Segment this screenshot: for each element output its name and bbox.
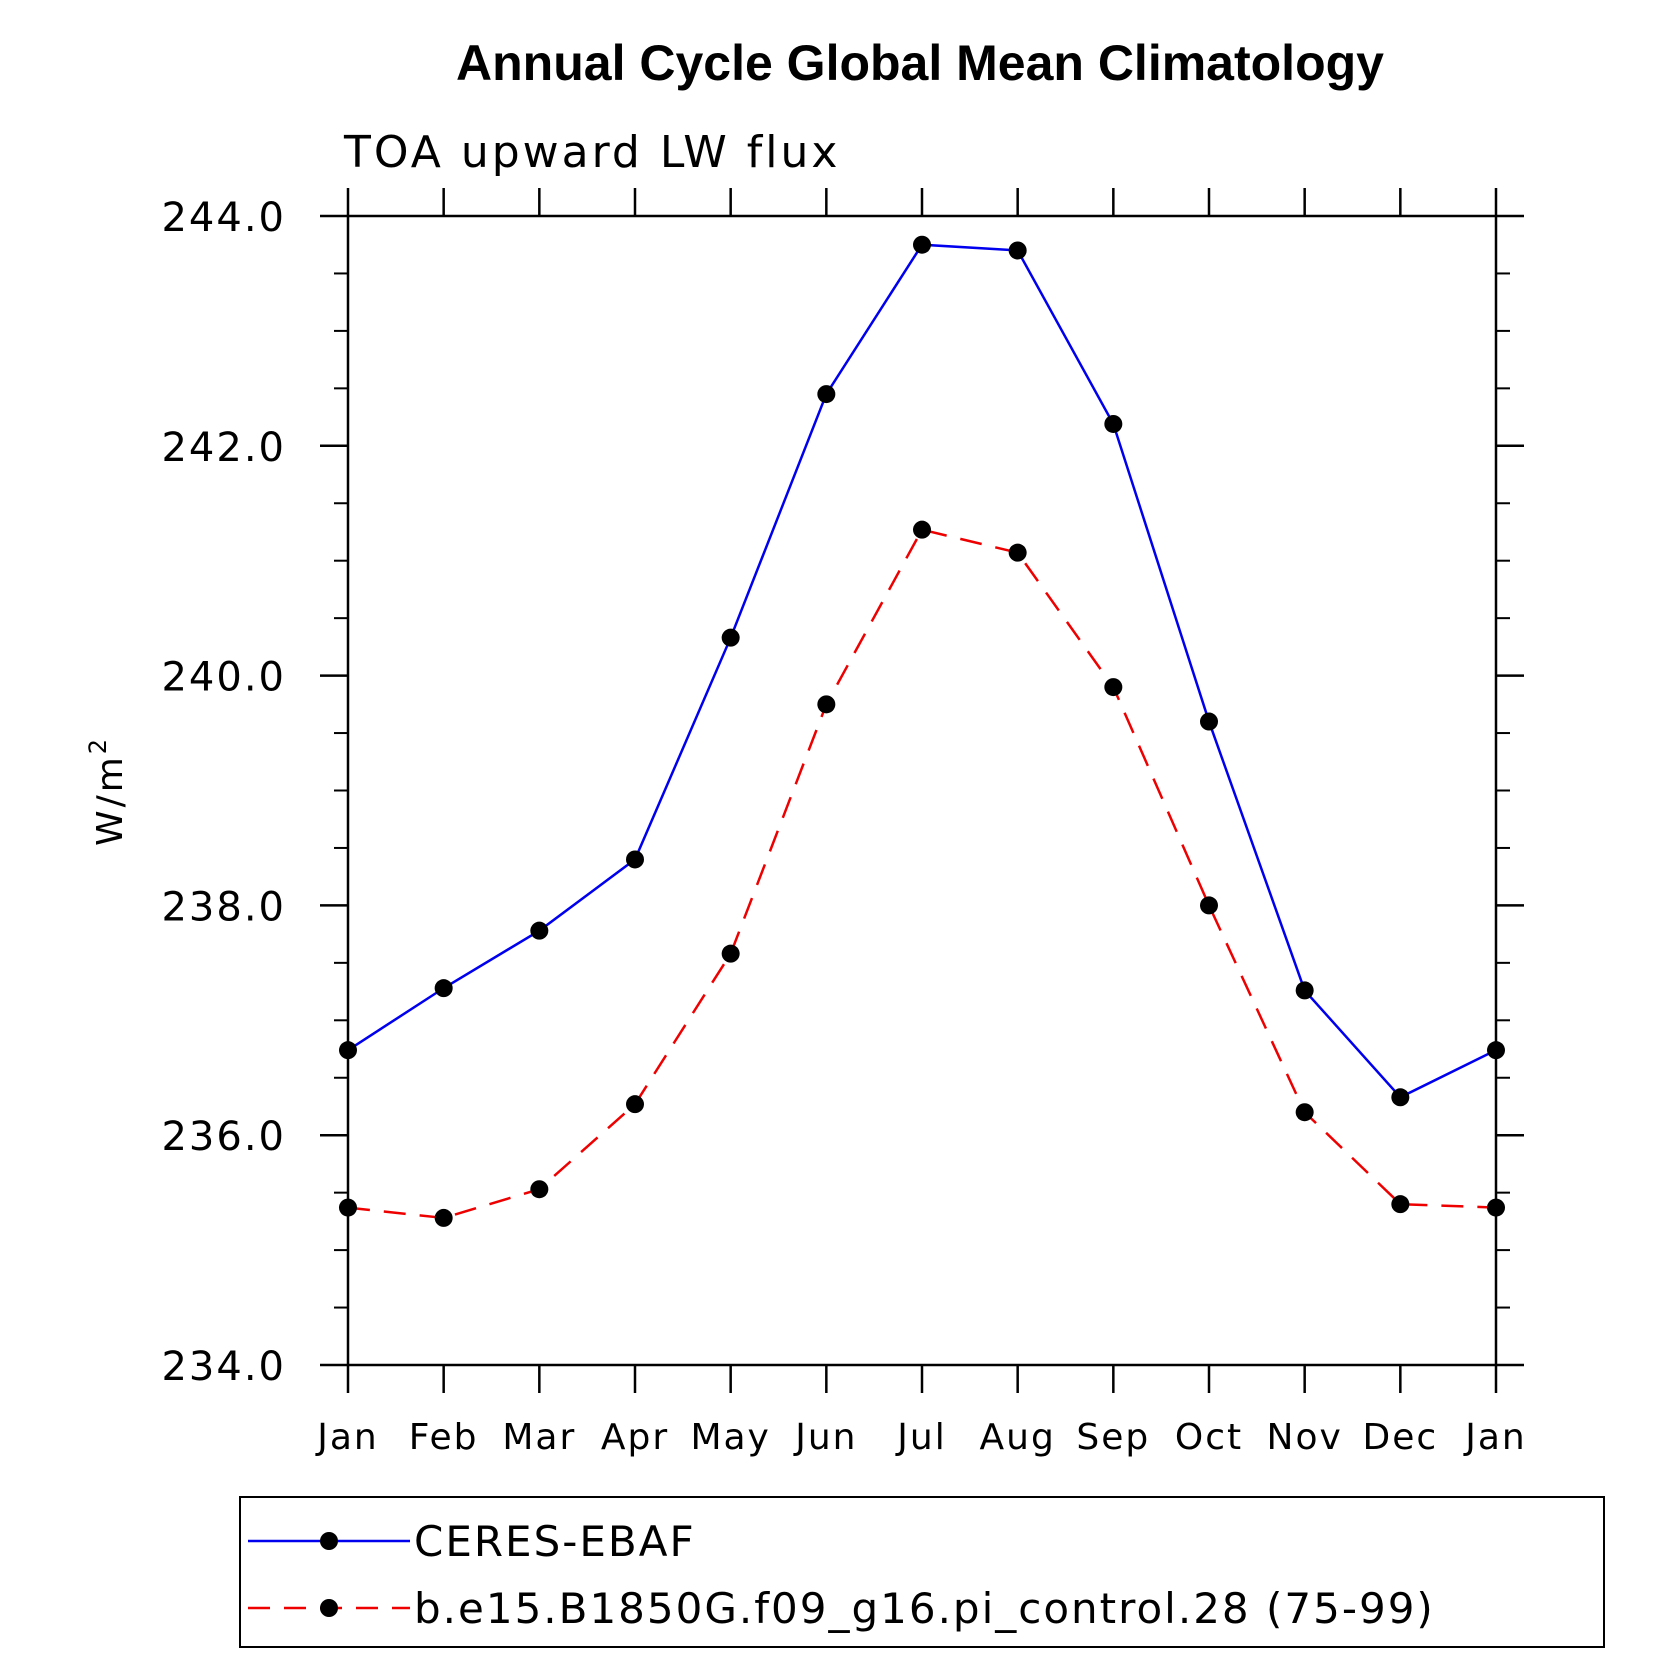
- series-1-point: [434, 1208, 453, 1227]
- series-1-point: [1391, 1195, 1410, 1214]
- chart-title: Annual Cycle Global Mean Climatology: [456, 35, 1384, 91]
- series-line-1: [347, 528, 1497, 1220]
- y-axis-label-text: W/m: [90, 754, 131, 846]
- series-0-point: [434, 979, 453, 998]
- y-tick-label: 234.0: [161, 1344, 286, 1390]
- y-axis-label-superscript: 2: [84, 736, 112, 754]
- legend: CERES-EBAF b.e15.B1850G.f09_g16.pi_contr…: [239, 1496, 1605, 1648]
- series-1-point: [626, 1095, 644, 1114]
- y-tick-label: 244.0: [161, 195, 286, 241]
- legend-label-model: b.e15.B1850G.f09_g16.pi_control.28 (75-9…: [414, 1584, 1435, 1633]
- series-0-point: [913, 235, 931, 254]
- x-tick-label: Sep: [1076, 1417, 1150, 1458]
- series-1-point: [530, 1180, 549, 1199]
- x-tick-label: Jan: [315, 1417, 379, 1458]
- series-0-point: [721, 628, 740, 647]
- x-tick-label: Jul: [895, 1417, 946, 1458]
- series-1-point: [913, 520, 931, 539]
- series-1-point: [1008, 543, 1027, 562]
- y-axis-label: W/m2: [84, 736, 131, 846]
- series-line-0: [347, 243, 1497, 1099]
- x-tick-label: Aug: [980, 1417, 1056, 1458]
- series-0-point: [1008, 241, 1027, 260]
- series-1-point: [1295, 1103, 1314, 1122]
- y-tick-label: 236.0: [161, 1114, 286, 1160]
- x-tick-label: Apr: [601, 1417, 669, 1458]
- series-0-point: [1391, 1088, 1410, 1107]
- series-0-point: [1295, 981, 1314, 1000]
- x-tick-label: Dec: [1362, 1417, 1438, 1458]
- x-tick-label: Oct: [1175, 1417, 1243, 1458]
- axes: Jan Feb Mar Apr May Jun Jul Aug Sep Oct Nov Dec Jan 2…: [161, 188, 1527, 1458]
- x-tick-label: Feb: [409, 1417, 479, 1458]
- legend-marker-model: [320, 1599, 338, 1617]
- plot-frame: [346, 214, 1498, 1367]
- series-0-point: [817, 385, 836, 404]
- series-layer: [339, 235, 1505, 1227]
- series-1-point: [1200, 896, 1218, 915]
- series-0-point: [626, 850, 644, 869]
- legend-box: [239, 1496, 1605, 1648]
- series-0-point: [530, 921, 549, 940]
- x-tick-label: Mar: [502, 1417, 576, 1458]
- series-0-point: [1104, 414, 1123, 433]
- series-1-point: [817, 695, 836, 714]
- y-tick-label: 238.0: [161, 884, 286, 930]
- x-tick-label: Nov: [1267, 1417, 1343, 1458]
- legend-label-ceres: CERES-EBAF: [414, 1517, 696, 1566]
- y-tick-label: 242.0: [161, 425, 286, 471]
- y-tick-label: 240.0: [161, 655, 286, 701]
- series-1-point: [1104, 678, 1123, 697]
- series-1-point: [721, 944, 740, 963]
- legend-marker-ceres: [320, 1532, 338, 1550]
- x-tick-label: Jun: [793, 1417, 857, 1458]
- chart-subtitle: TOA upward LW flux: [343, 127, 840, 178]
- series-0-point: [1200, 712, 1218, 731]
- x-tick-label: May: [690, 1417, 770, 1458]
- x-tick-label: Jan: [1463, 1417, 1527, 1458]
